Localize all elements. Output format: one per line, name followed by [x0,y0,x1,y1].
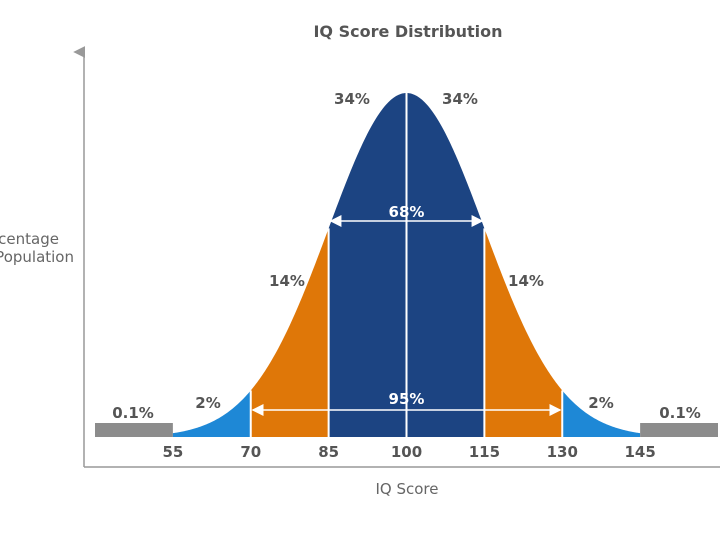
y-axis-label-line2: of Population [0,248,74,266]
region-3 [328,93,407,437]
region-2 [250,228,329,437]
span-arrows: 68% 95% [251,93,562,437]
region-label-0: 0.1% [112,404,154,422]
region-label-3: 34% [334,90,370,108]
region-label-1: 2% [195,394,220,412]
region-6 [562,390,641,437]
tick-label-115: 115 [469,443,500,461]
region-label-6: 2% [588,394,613,412]
region-4 [406,93,485,437]
distribution-regions [95,93,718,437]
span-label-1: 95% [389,390,425,408]
chart-title: IQ Score Distribution [313,22,502,41]
tick-label-130: 130 [547,443,578,461]
tick-label-55: 55 [162,443,183,461]
x-ticks: 55 70 85 100 115 130 145 [162,443,655,461]
tick-label-85: 85 [318,443,339,461]
tick-label-145: 145 [624,443,655,461]
region-1 [172,390,251,437]
y-axis-label-line1: Percentage [0,230,59,248]
region-label-4: 34% [442,90,478,108]
region-label-5: 14% [508,272,544,290]
region-label-2: 14% [269,272,305,290]
region-7 [640,423,718,437]
x-axis-label: IQ Score [375,480,438,498]
tick-label-100: 100 [391,443,422,461]
region-5 [484,228,563,437]
region-label-7: 0.1% [659,404,701,422]
tick-label-70: 70 [240,443,261,461]
span-label-0: 68% [389,203,425,221]
region-0 [95,423,173,437]
axes [73,46,720,468]
region-labels: 0.1% 2% 14% 34% 34% 14% 2% 0.1% [112,90,701,422]
